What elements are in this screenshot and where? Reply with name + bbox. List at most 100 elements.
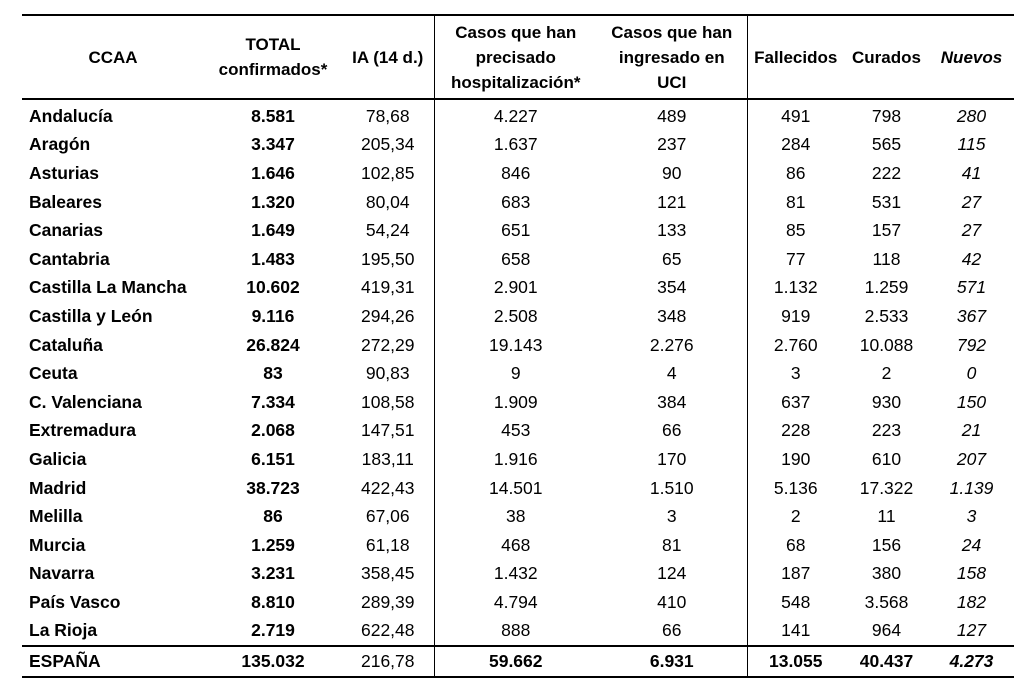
cell-nuevos: 24 (961, 534, 982, 555)
cell-uci: 4 (597, 359, 748, 388)
cell-fallecidos: 2 (790, 506, 801, 527)
cell-hosp: 1.909 (433, 387, 597, 417)
cell-total: 10.602 (246, 277, 300, 298)
cell-fallecidos: 187 (781, 563, 811, 584)
cell-hosp: 453 (433, 416, 597, 446)
total-row-nuevos: 4.273 (949, 651, 994, 672)
cell-hosp: 14.501 (433, 473, 597, 503)
cell-curados: 798 (871, 105, 902, 126)
cell-curados: 2.533 (864, 305, 909, 326)
total-row-uci: 6.931 (597, 646, 748, 678)
cell-fallecidos: 228 (781, 420, 811, 441)
cell-uci: 3 (597, 502, 748, 531)
cell-nuevos: 115 (957, 134, 986, 155)
total-row-total: 135.032 (241, 651, 305, 672)
cell-uci: 354 (597, 273, 748, 303)
cell-ia: 294,26 (360, 305, 415, 326)
cell-fallecidos: 919 (781, 305, 811, 326)
cell-uci: 410 (597, 588, 748, 617)
cell-fallecidos: 2.760 (773, 334, 818, 355)
cell-nuevos: 280 (956, 105, 987, 126)
cell-hosp: 1.916 (433, 445, 597, 474)
cell-hosp: 846 (433, 159, 597, 188)
cell-nuevos: 27 (961, 191, 982, 212)
cell-ccaa: Canarias (29, 220, 103, 241)
cell-fallecidos: 5.136 (773, 477, 818, 498)
cell-fallecidos: 86 (786, 162, 806, 183)
cell-total: 6.151 (251, 448, 295, 469)
table-footer: ESPAÑA 135.032 216,78 59.662 6.931 13.05… (22, 646, 1014, 678)
covid-ccaa-table: CCAA TOTAL confirmados* IA (14 d.) Casos … (22, 14, 1014, 678)
cell-nuevos: 1.139 (949, 477, 994, 498)
table-row: País Vasco 8.810 289,39 4.794 410 548 3.568 182 (22, 588, 1014, 617)
cell-curados: 157 (871, 220, 902, 241)
header-hosp-line2: precisado (475, 47, 556, 67)
cell-fallecidos: 190 (781, 448, 811, 469)
header-uci-line2: ingresado en (618, 47, 725, 67)
table-row: C. Valenciana 7.334 108,58 1.909 384 637 930 15… (22, 387, 1014, 417)
table-row: Castilla La Mancha 10.602 419,31 2.901 354 1.… (22, 273, 1014, 303)
cell-ccaa: Cataluña (29, 334, 103, 355)
cell-hosp: 683 (433, 187, 597, 217)
cell-hosp: 4.794 (433, 588, 597, 617)
total-row-hosp: 59.662 (433, 646, 597, 678)
table-row: La Rioja 2.719 622,48 888 66 141 964 127 (22, 616, 1014, 647)
cell-nuevos: 158 (956, 563, 987, 584)
cell-hosp: 2.508 (433, 302, 597, 331)
cell-curados: 964 (871, 620, 902, 641)
cell-uci: 489 (597, 99, 748, 131)
cell-uci: 170 (597, 445, 748, 474)
cell-total: 1.483 (251, 248, 295, 269)
cell-nuevos: 27 (961, 220, 982, 241)
table-row: Madrid 38.723 422,43 14.501 1.510 5.136 17.322… (22, 473, 1014, 503)
cell-uci: 2.276 (597, 330, 748, 360)
header-curados: Curados (852, 47, 921, 67)
cell-hosp: 19.143 (433, 330, 597, 360)
cell-total: 8.581 (251, 105, 295, 126)
table-row: Andalucía 8.581 78,68 4.227 489 491 798 280 (22, 99, 1014, 131)
cell-ccaa: Castilla La Mancha (29, 277, 187, 298)
cell-ia: 78,68 (365, 105, 410, 126)
cell-fallecidos: 284 (781, 134, 811, 155)
cell-curados: 3.568 (864, 591, 909, 612)
cell-fallecidos: 548 (781, 591, 811, 612)
cell-hosp: 888 (433, 616, 597, 647)
cell-total: 1.259 (251, 534, 295, 555)
cell-hosp: 38 (433, 502, 597, 531)
cell-total: 86 (263, 506, 283, 527)
table-row: Extremadura 2.068 147,51 453 66 228 223 21 (22, 416, 1014, 446)
cell-hosp: 468 (433, 530, 597, 560)
cell-fallecidos: 637 (781, 391, 811, 412)
cell-nuevos: 0 (966, 363, 977, 384)
cell-uci: 66 (597, 616, 748, 647)
cell-ia: 358,45 (360, 563, 415, 584)
cell-curados: 1.259 (864, 277, 909, 298)
cell-ccaa: C. Valenciana (29, 391, 142, 412)
cell-ccaa: Madrid (29, 477, 87, 498)
header-ia: IA (14 d.) (352, 47, 424, 67)
cell-nuevos: 127 (956, 620, 987, 641)
table-row: Cataluña 26.824 272,29 19.143 2.276 2.760 10.0… (22, 330, 1014, 360)
cell-ia: 102,85 (360, 162, 415, 183)
cell-ia: 90,83 (365, 363, 410, 384)
header-ccaa: CCAA (88, 47, 138, 67)
cell-total: 1.646 (251, 162, 295, 183)
table-row: Melilla 86 67,06 38 3 2 11 3 (22, 502, 1014, 531)
cell-ia: 289,39 (360, 591, 415, 612)
cell-total: 3.347 (251, 134, 295, 155)
cell-total: 3.231 (251, 563, 295, 584)
cell-ccaa: Asturias (29, 162, 100, 183)
cell-ccaa: Extremadura (29, 420, 136, 441)
cell-uci: 121 (597, 187, 748, 217)
table-row: Murcia 1.259 61,18 468 81 68 156 24 (22, 530, 1014, 560)
cell-ia: 80,04 (365, 191, 410, 212)
header-hosp-line3: hospitalización* (451, 72, 581, 92)
cell-nuevos: 792 (956, 334, 987, 355)
cell-total: 8.810 (251, 591, 295, 612)
cell-ccaa: Castilla y León (29, 305, 153, 326)
cell-ia: 67,06 (365, 506, 410, 527)
cell-ia: 183,11 (361, 448, 414, 469)
table-row: Aragón 3.347 205,34 1.637 237 284 565 115 (22, 130, 1014, 160)
table-body: Andalucía 8.581 78,68 4.227 489 491 798 280 Arag… (22, 99, 1014, 647)
cell-uci: 65 (597, 244, 748, 274)
